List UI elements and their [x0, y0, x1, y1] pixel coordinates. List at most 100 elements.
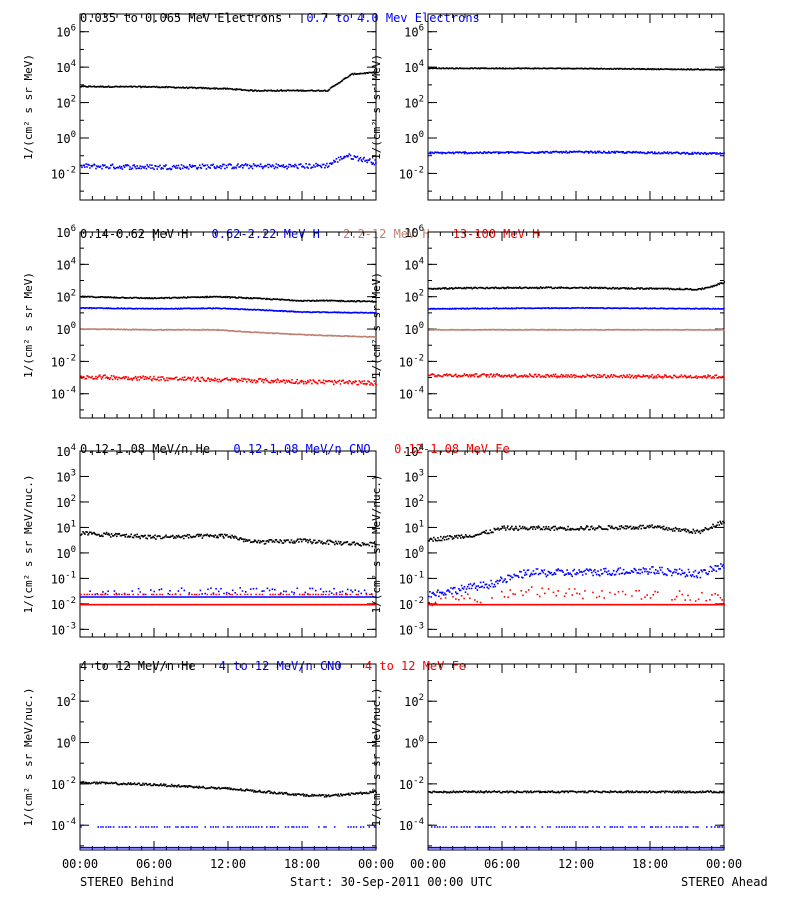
x-tick-label: 00:00 [410, 857, 446, 871]
data-series-2 [80, 846, 377, 849]
y-tick-label: 102 [56, 95, 76, 111]
data-series-0 [80, 295, 377, 303]
data-series-1 [80, 153, 377, 171]
x-tick-label: 06:00 [136, 857, 172, 871]
data-series-0 [80, 780, 378, 798]
y-tick-label: 10-2 [51, 353, 76, 369]
x-tick-label: 00:00 [62, 857, 98, 871]
y-tick-label: 104 [404, 256, 424, 272]
series-group [80, 295, 377, 386]
y-tick-label: 104 [404, 443, 424, 459]
y-tick-label: 10-4 [51, 817, 76, 833]
series-group [428, 790, 725, 849]
y-tick-label: 10-2 [51, 596, 76, 612]
x-tick-label: 06:00 [484, 857, 520, 871]
footer-center-label: Start: 30-Sep-2011 00:00 UTC [290, 875, 492, 889]
y-tick-label: 103 [404, 468, 424, 484]
data-series-3 [428, 603, 725, 606]
series-label: 0.035 to 0.065 MeV Electrons [80, 11, 282, 25]
data-series-1 [428, 563, 725, 598]
data-series-1 [428, 150, 725, 156]
y-tick-label: 10-4 [399, 817, 424, 833]
series-label: 13-100 MeV H [453, 227, 540, 241]
y-axis-label: 1/(cm² s sr MeV/nuc.) [370, 474, 383, 613]
data-series-2 [428, 586, 723, 607]
y-tick-label: 102 [56, 289, 76, 305]
data-series-2 [428, 846, 725, 849]
x-tick-label: 00:00 [358, 857, 394, 871]
series-label: 0.7 to 4.0 Mev Electrons [306, 11, 479, 25]
y-tick-label: 10-2 [51, 776, 76, 792]
data-series-0 [80, 71, 377, 92]
y-tick-label: 102 [404, 95, 424, 111]
y-tick-label: 104 [56, 256, 76, 272]
data-series-0 [428, 67, 726, 71]
x-tick-label: 18:00 [632, 857, 668, 871]
y-tick-label: 10-3 [399, 621, 424, 637]
panel-2-1: 104 103 102 101 100 10-1 10-2 10-3 1/(cm² s sr M… [370, 443, 725, 638]
footer-left-label: STEREO Behind [80, 875, 174, 889]
data-series-0 [80, 531, 377, 548]
data-series-1 [80, 307, 377, 314]
y-axis-label: 1/(cm² s sr MeV) [22, 272, 35, 378]
y-tick-label: 104 [404, 59, 424, 75]
series-label: 0.14-0.62 MeV H [80, 227, 188, 241]
x-tick-label: 12:00 [210, 857, 246, 871]
y-tick-label: 10-4 [51, 386, 76, 402]
footer-right-label: STEREO Ahead [681, 875, 768, 889]
data-series-1 [89, 587, 373, 596]
y-axis-label: 1/(cm² s sr MeV) [22, 54, 35, 160]
y-tick-label: 106 [404, 224, 424, 240]
panel-1-1: 106 104 102 100 10-2 10-4 1/(cm² s sr MeV) [370, 224, 726, 419]
series-label: 0.12-1.08 MeV/n He [80, 442, 210, 456]
y-tick-label: 101 [56, 519, 76, 535]
panel-1-0: 0.14-0.62 MeV H 0.62-2.22 MeV H 2.2-12 MeV… [22, 224, 540, 419]
y-tick-label: 10-1 [51, 570, 76, 586]
y-tick-label: 10-4 [399, 386, 424, 402]
data-series-1 [80, 826, 376, 828]
panel-2-0: 0.12-1.08 MeV/n He 0.12-1.08 MeV/n CNO 0.1… [22, 442, 510, 638]
data-series-3 [428, 373, 725, 379]
y-tick-label: 106 [404, 24, 424, 40]
y-tick-label: 104 [56, 59, 76, 75]
data-series-2 [428, 328, 725, 331]
series-group [428, 281, 726, 379]
y-tick-label: 102 [404, 494, 424, 510]
series-label: 4 to 12 MeV Fe [365, 659, 466, 673]
y-tick-label: 104 [56, 443, 76, 459]
series-group [428, 520, 725, 607]
y-tick-label: 101 [404, 519, 424, 535]
y-tick-label: 106 [56, 24, 76, 40]
y-tick-label: 100 [404, 130, 424, 146]
y-tick-label: 103 [56, 468, 76, 484]
y-tick-label: 10-2 [399, 353, 424, 369]
y-tick-label: 100 [56, 735, 76, 751]
data-series-3 [80, 603, 377, 606]
series-group [80, 780, 378, 849]
y-axis-label: 1/(cm² s sr MeV/nuc.) [22, 474, 35, 613]
panel-3-1: 102 100 10-2 10-4 1/(cm² s sr MeV/nuc.) 00:00… [370, 663, 742, 871]
data-series-3 [80, 374, 377, 386]
y-tick-label: 100 [56, 130, 76, 146]
series-group [80, 531, 377, 606]
y-axis-label: 1/(cm² s sr MeV/nuc.) [370, 687, 383, 826]
series-label: 0.62-2.22 MeV H [212, 227, 320, 241]
x-tick-label: 00:00 [706, 857, 742, 871]
series-group [80, 71, 377, 171]
data-series-1 [428, 306, 725, 310]
x-tick-label: 18:00 [284, 857, 320, 871]
series-group [428, 67, 726, 156]
panels-group: 0.035 to 0.065 MeV Electrons 0.7 to 4.0 M… [22, 11, 742, 871]
y-tick-label: 102 [56, 693, 76, 709]
data-series-4 [80, 593, 373, 596]
data-series-0 [428, 790, 725, 794]
y-tick-label: 102 [404, 289, 424, 305]
panel-3-0: 4 to 12 MeV/n He 4 to 12 MeV/n CNO 4 to 12… [22, 659, 466, 871]
series-label: 4 to 12 MeV/n He [80, 659, 196, 673]
y-tick-label: 100 [404, 735, 424, 751]
y-tick-label: 10-1 [399, 570, 424, 586]
panel-0-1: 106 104 102 100 10-2 1/(cm² s sr MeV) [370, 13, 726, 201]
series-label: 4 to 12 MeV/n CNO [219, 659, 342, 673]
